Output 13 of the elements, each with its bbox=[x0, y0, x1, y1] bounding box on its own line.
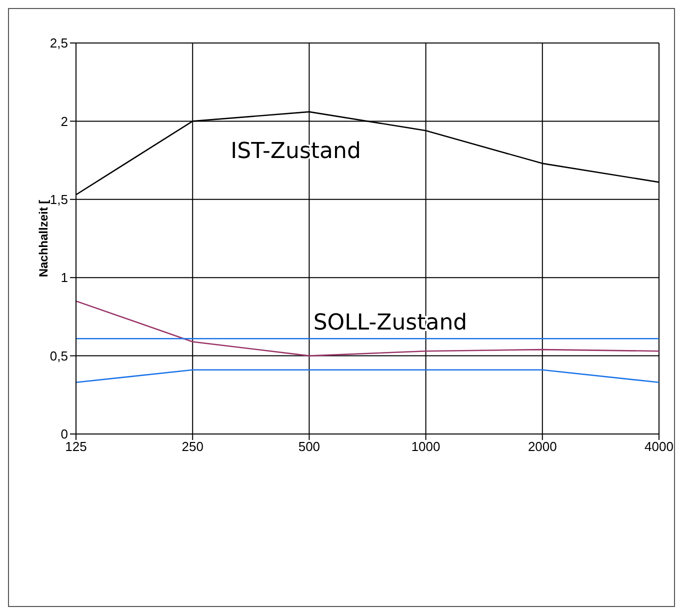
y-tick-label: 1,5 bbox=[50, 192, 68, 208]
x-tick-label: 500 bbox=[298, 439, 320, 454]
x-tick-label: 4000 bbox=[644, 439, 674, 454]
y-axis-title: Nachhallzeit [ bbox=[36, 200, 50, 278]
y-tick-label: 2,5 bbox=[50, 36, 68, 51]
y-tick-label: 2 bbox=[60, 114, 68, 129]
y-tick-label: 1 bbox=[60, 270, 68, 286]
y-tick-label: 0,5 bbox=[50, 348, 68, 364]
y-tick-label: 0 bbox=[60, 426, 68, 442]
x-tick-label: 125 bbox=[65, 439, 87, 454]
x-tick-label: 250 bbox=[182, 439, 204, 454]
x-tick-label: 2000 bbox=[528, 439, 557, 454]
x-tick-label: 1000 bbox=[411, 439, 440, 454]
